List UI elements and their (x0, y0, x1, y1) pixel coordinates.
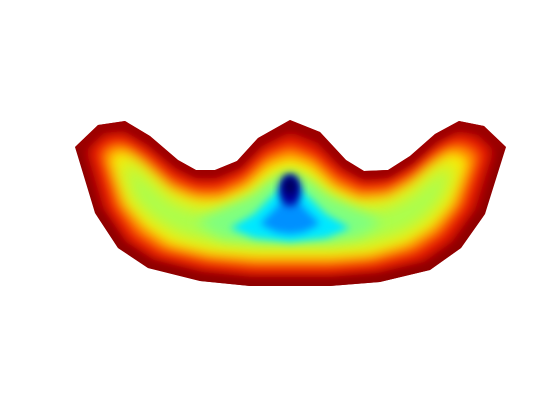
deep-blue-minimum (284, 177, 296, 195)
light-blue-core (260, 190, 320, 234)
lower-rim-shading (89, 209, 490, 286)
surface-gradient-layers (75, 120, 506, 286)
upper-rim-shading (75, 120, 506, 177)
